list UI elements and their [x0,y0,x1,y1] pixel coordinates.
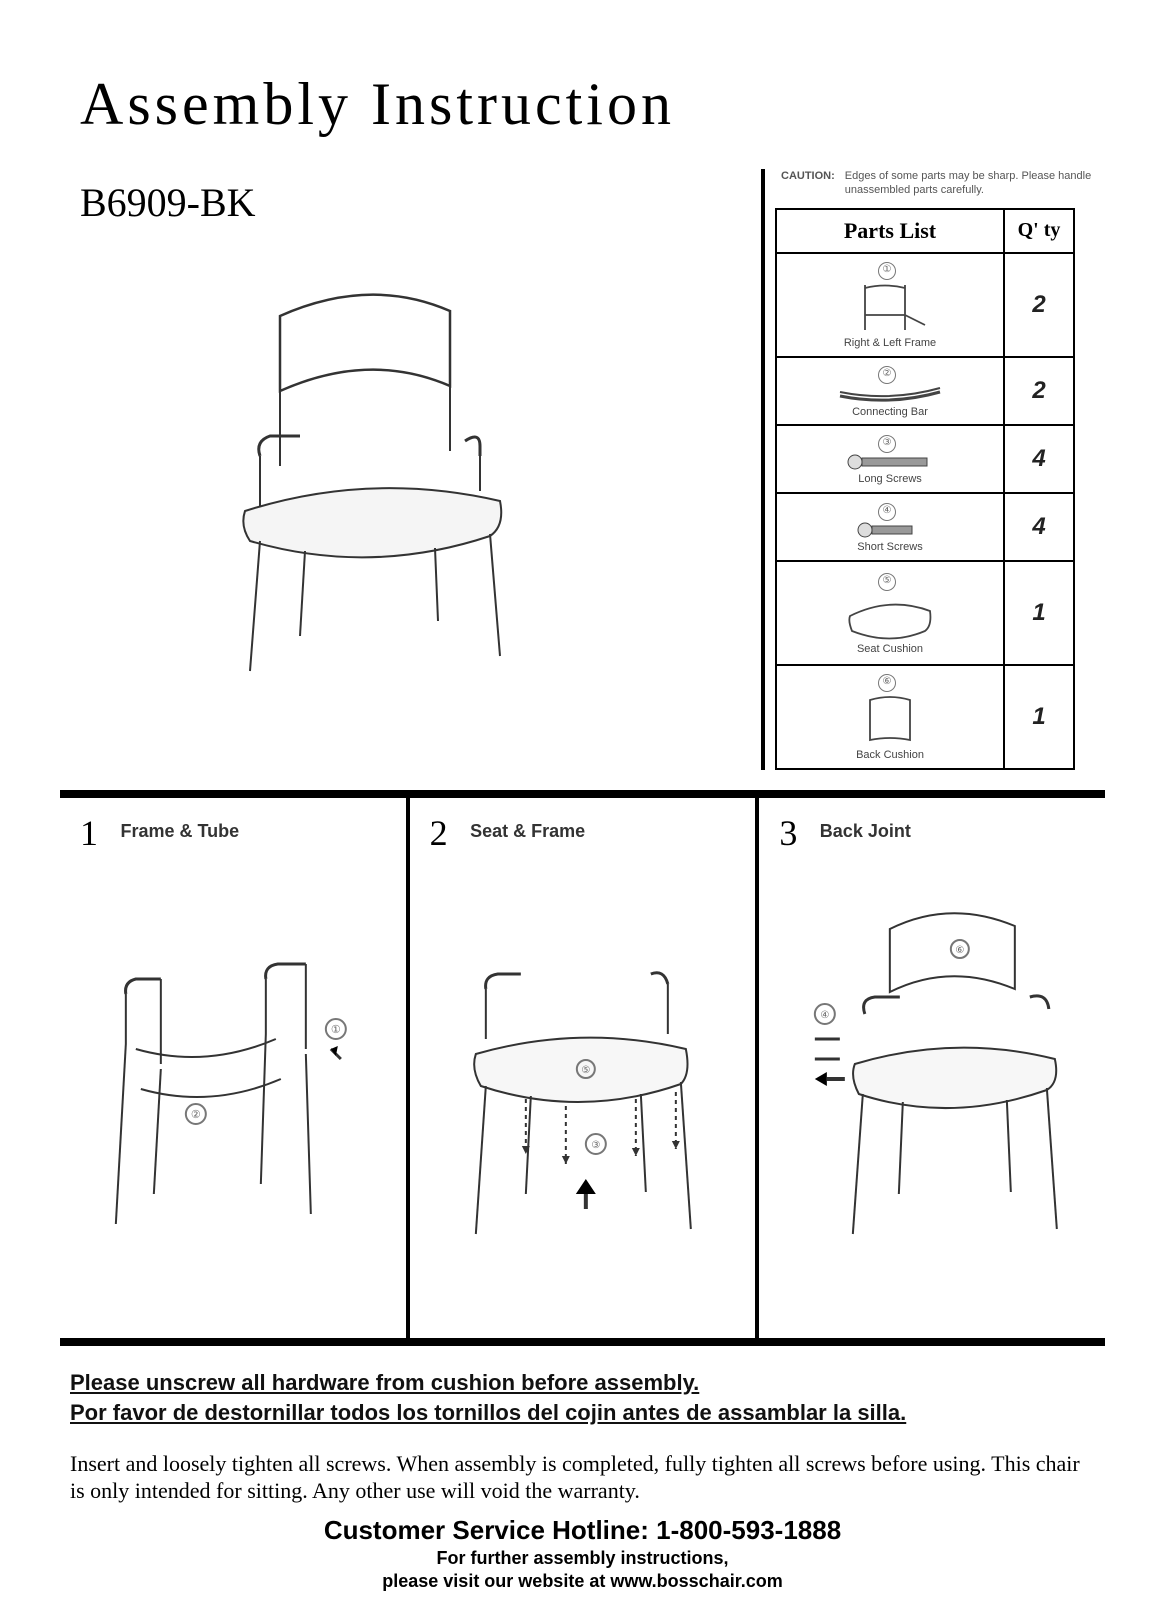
caution-label: CAUTION: [781,169,835,198]
parts-list-header: Parts List [776,209,1004,253]
parts-list-column: CAUTION: Edges of some parts may be shar… [761,169,1105,770]
caution-text: CAUTION: Edges of some parts may be shar… [781,169,1105,198]
part-number-icon: ④ [878,503,896,521]
part-label: Right & Left Frame [844,337,936,349]
page: Assembly Instruction B6909-BK [0,0,1155,1600]
table-row: ② Connecting Bar 2 [776,357,1074,425]
footer: Customer Service Hotline: 1-800-593-1888… [70,1515,1095,1592]
short-screw-icon [855,521,925,539]
instruction-text: Insert and loosely tighten all screws. W… [70,1450,1095,1505]
part-qty: 4 [1004,493,1074,561]
part-number-icon: ② [878,366,896,384]
step3-diagram: ⑥ ④ [779,874,1091,1274]
svg-text:③: ③ [591,1140,600,1151]
part-cell: ② Connecting Bar [776,357,1004,425]
part-label: Back Cushion [856,749,924,761]
step-title: Frame & Tube [120,821,239,841]
footer-line2: please visit our website at www.bosschai… [70,1571,1095,1592]
part-qty: 1 [1004,665,1074,769]
part-cell: ① Right & Left Frame [776,253,1004,357]
table-row: ① Right & Left Frame 2 [776,253,1074,357]
part-cell: ③ Long Screws [776,425,1004,493]
top-section: B6909-BK [60,169,1105,770]
part-qty: 2 [1004,253,1074,357]
part-cell: ④ Short Screws [776,493,1004,561]
step2-diagram: ⑤ [430,874,742,1274]
step1-diagram: ① ② [80,874,392,1274]
part-number-icon: ⑥ [878,674,896,692]
divider [60,790,1105,798]
step-number: 1 [80,813,98,853]
frame-icon [845,280,935,335]
table-row: ④ Short Screws 4 [776,493,1074,561]
step-panel: 1 Frame & Tube [60,798,410,1338]
hero-column: B6909-BK [60,169,761,770]
svg-text:①: ① [331,1024,341,1036]
svg-text:④: ④ [821,1010,830,1021]
seat-cushion-icon [840,591,940,641]
notes-section: Please unscrew all hardware from cushion… [60,1346,1105,1592]
step-panel: 3 Back Joint ⑥ [759,798,1105,1338]
long-screw-icon [845,453,935,471]
page-title: Assembly Instruction [80,70,1105,139]
hotline: Customer Service Hotline: 1-800-593-1888 [70,1515,1095,1546]
part-label: Seat Cushion [857,643,923,655]
step-header: 2 Seat & Frame [430,812,742,854]
svg-text:⑥: ⑥ [956,945,965,956]
footer-line1: For further assembly instructions, [70,1548,1095,1569]
caution-body: Edges of some parts may be sharp. Please… [845,169,1105,198]
table-row: ③ Long Screws 4 [776,425,1074,493]
chair-illustration [200,276,540,676]
table-row: ⑥ Back Cushion 1 [776,665,1074,769]
part-qty: 2 [1004,357,1074,425]
parts-header-row: Parts List Q' ty [776,209,1074,253]
part-cell: ⑥ Back Cushion [776,665,1004,769]
part-qty: 4 [1004,425,1074,493]
step-title: Seat & Frame [470,821,585,841]
step-panel: 2 Seat & Frame ⑤ [410,798,760,1338]
part-qty: 1 [1004,561,1074,665]
part-number-icon: ⑤ [878,573,896,591]
step-number: 3 [779,813,797,853]
step-title: Back Joint [820,821,911,841]
note-spanish: Por favor de destornillar todos los torn… [70,1400,1095,1426]
steps-row: 1 Frame & Tube [60,798,1105,1346]
bar-icon [835,384,945,404]
parts-table: Parts List Q' ty ① Right & Left Frame 2 … [775,208,1075,770]
part-cell: ⑤ Seat Cushion [776,561,1004,665]
part-number-icon: ① [878,262,896,280]
step-header: 1 Frame & Tube [80,812,392,854]
step-number: 2 [430,813,448,853]
part-label: Long Screws [858,473,922,485]
part-number-icon: ③ [878,435,896,453]
table-row: ⑤ Seat Cushion 1 [776,561,1074,665]
note-english: Please unscrew all hardware from cushion… [70,1370,1095,1396]
model-number: B6909-BK [80,179,761,226]
svg-text:②: ② [191,1109,201,1121]
qty-header: Q' ty [1004,209,1074,253]
svg-text:⑤: ⑤ [581,1065,590,1076]
back-cushion-icon [855,692,925,747]
part-label: Connecting Bar [852,406,928,418]
part-label: Short Screws [857,541,922,553]
step-header: 3 Back Joint [779,812,1091,854]
